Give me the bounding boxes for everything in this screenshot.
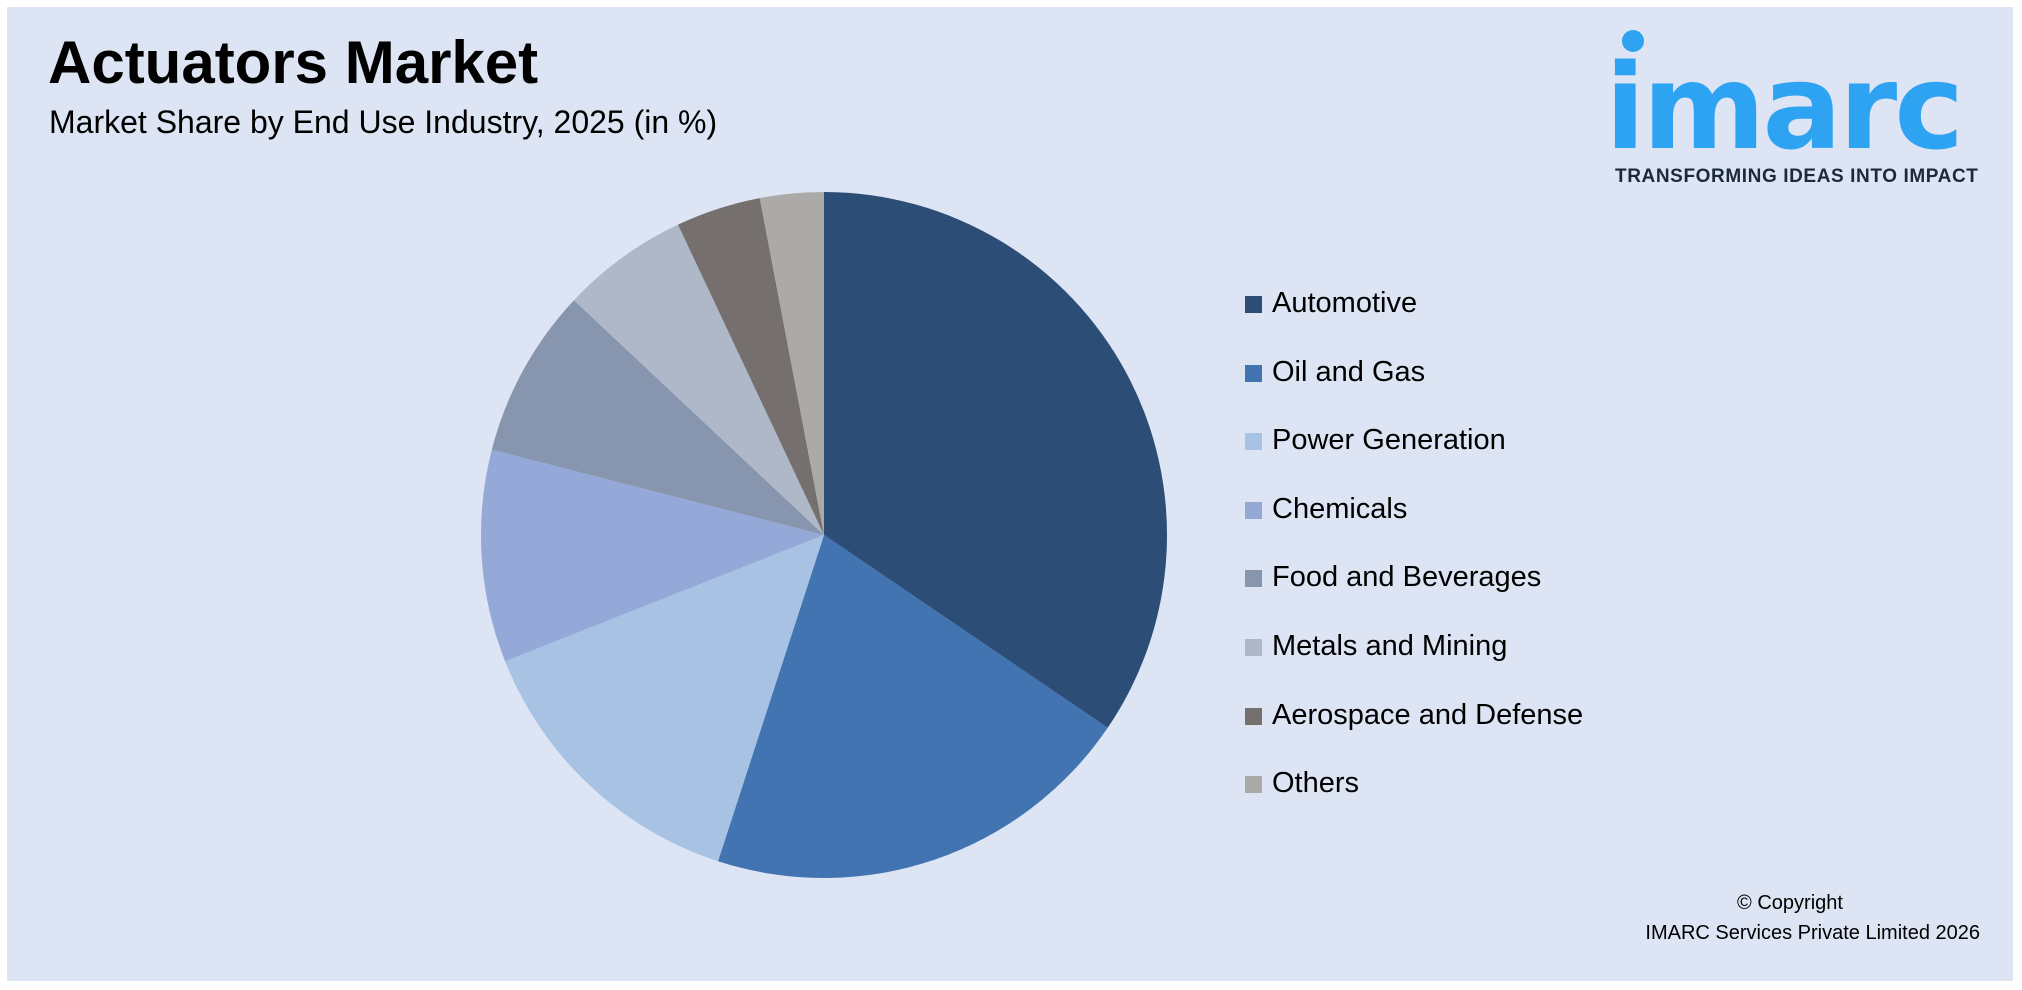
- legend-item-aerospace-and-defense: Aerospace and Defense: [1245, 695, 1583, 764]
- pie-slice-others: [759, 192, 824, 535]
- pie-slice-food-and-beverages: [491, 300, 824, 535]
- legend-item-chemicals: Chemicals: [1245, 489, 1583, 558]
- pie-slice-aerospace-and-defense: [677, 198, 824, 535]
- legend-swatch: [1245, 707, 1262, 725]
- legend-swatch: [1245, 433, 1262, 451]
- legend-swatch: [1245, 776, 1262, 794]
- legend-label: Metals and Mining: [1272, 629, 1508, 662]
- legend-item-food-and-beverages: Food and Beverages: [1245, 557, 1583, 626]
- legend-item-power-generation: Power Generation: [1245, 420, 1583, 489]
- legend-swatch: [1245, 501, 1262, 519]
- pie-slices: [481, 192, 1167, 878]
- legend-item-metals-and-mining: Metals and Mining: [1245, 626, 1583, 695]
- imarc-logo: imarc TRANSFORMING IDEAS INTO IMPACT: [1605, 24, 1995, 194]
- legend-label: Others: [1272, 767, 1360, 800]
- pie-slice-metals-and-mining: [573, 224, 824, 535]
- legend-swatch: [1245, 570, 1262, 588]
- legend-label: Automotive: [1272, 287, 1418, 319]
- pie-slice-chemicals: [481, 449, 824, 662]
- pie-slice-power-generation: [505, 535, 824, 862]
- legend-swatch: [1245, 638, 1262, 656]
- legend-item-oil-and-gas: Oil and Gas: [1245, 352, 1583, 421]
- logo-wordmark: imarc: [1605, 38, 1964, 176]
- page-title: Actuators Market: [48, 29, 539, 96]
- copyright-line-2: IMARC Services Private Limited 2026: [1645, 922, 1980, 944]
- logo-dot-icon: [1622, 30, 1644, 52]
- legend-item-others: Others: [1245, 763, 1583, 832]
- legend-label: Aerospace and Defense: [1272, 698, 1584, 731]
- chart-subtitle: Market Share by End Use Industry, 2025 (…: [49, 104, 718, 140]
- legend-label: Chemicals: [1272, 492, 1408, 525]
- legend-label: Oil and Gas: [1272, 355, 1426, 388]
- legend-item-automotive: Automotive: [1245, 283, 1583, 352]
- logo-tagline: TRANSFORMING IDEAS INTO IMPACT: [1615, 166, 1979, 187]
- chart-legend: Automotive Oil and Gas Power Generation …: [1245, 283, 1583, 832]
- legend-label: Food and Beverages: [1272, 561, 1542, 594]
- pie-slice-oil-and-gas: [718, 535, 1108, 878]
- legend-swatch: [1245, 364, 1262, 382]
- legend-label: Power Generation: [1272, 424, 1506, 457]
- pie-slice-automotive: [824, 192, 1167, 728]
- copyright-notice: © Copyright IMARC Services Private Limit…: [1600, 888, 1980, 948]
- copyright-line-1: © Copyright: [1737, 892, 1843, 914]
- legend-swatch: [1245, 296, 1262, 313]
